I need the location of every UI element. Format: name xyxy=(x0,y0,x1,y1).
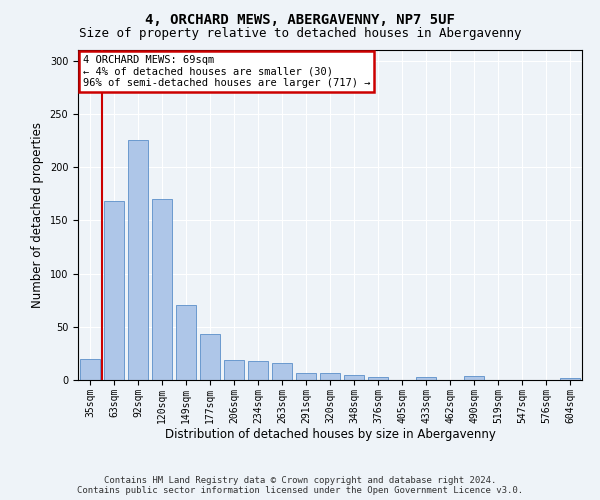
Y-axis label: Number of detached properties: Number of detached properties xyxy=(31,122,44,308)
Bar xyxy=(176,306,196,380)
Text: 4 ORCHARD MEWS: 69sqm
← 4% of detached houses are smaller (30)
96% of semi-detac: 4 ORCHARD MEWS: 69sqm ← 4% of detached h… xyxy=(83,55,371,88)
Bar xyxy=(272,363,292,380)
Text: 4, ORCHARD MEWS, ABERGAVENNY, NP7 5UF: 4, ORCHARD MEWS, ABERGAVENNY, NP7 5UF xyxy=(145,12,455,26)
Bar xyxy=(104,201,124,380)
Bar xyxy=(344,374,364,380)
Bar xyxy=(224,360,244,380)
Bar xyxy=(248,361,268,380)
Bar xyxy=(80,358,100,380)
Bar xyxy=(416,377,436,380)
Bar xyxy=(320,372,340,380)
Bar xyxy=(560,378,580,380)
Bar xyxy=(152,199,172,380)
Text: Contains HM Land Registry data © Crown copyright and database right 2024.
Contai: Contains HM Land Registry data © Crown c… xyxy=(77,476,523,495)
Bar xyxy=(200,334,220,380)
Bar xyxy=(296,372,316,380)
Bar xyxy=(128,140,148,380)
Bar xyxy=(464,376,484,380)
Text: Size of property relative to detached houses in Abergavenny: Size of property relative to detached ho… xyxy=(79,28,521,40)
Bar xyxy=(368,377,388,380)
X-axis label: Distribution of detached houses by size in Abergavenny: Distribution of detached houses by size … xyxy=(164,428,496,442)
